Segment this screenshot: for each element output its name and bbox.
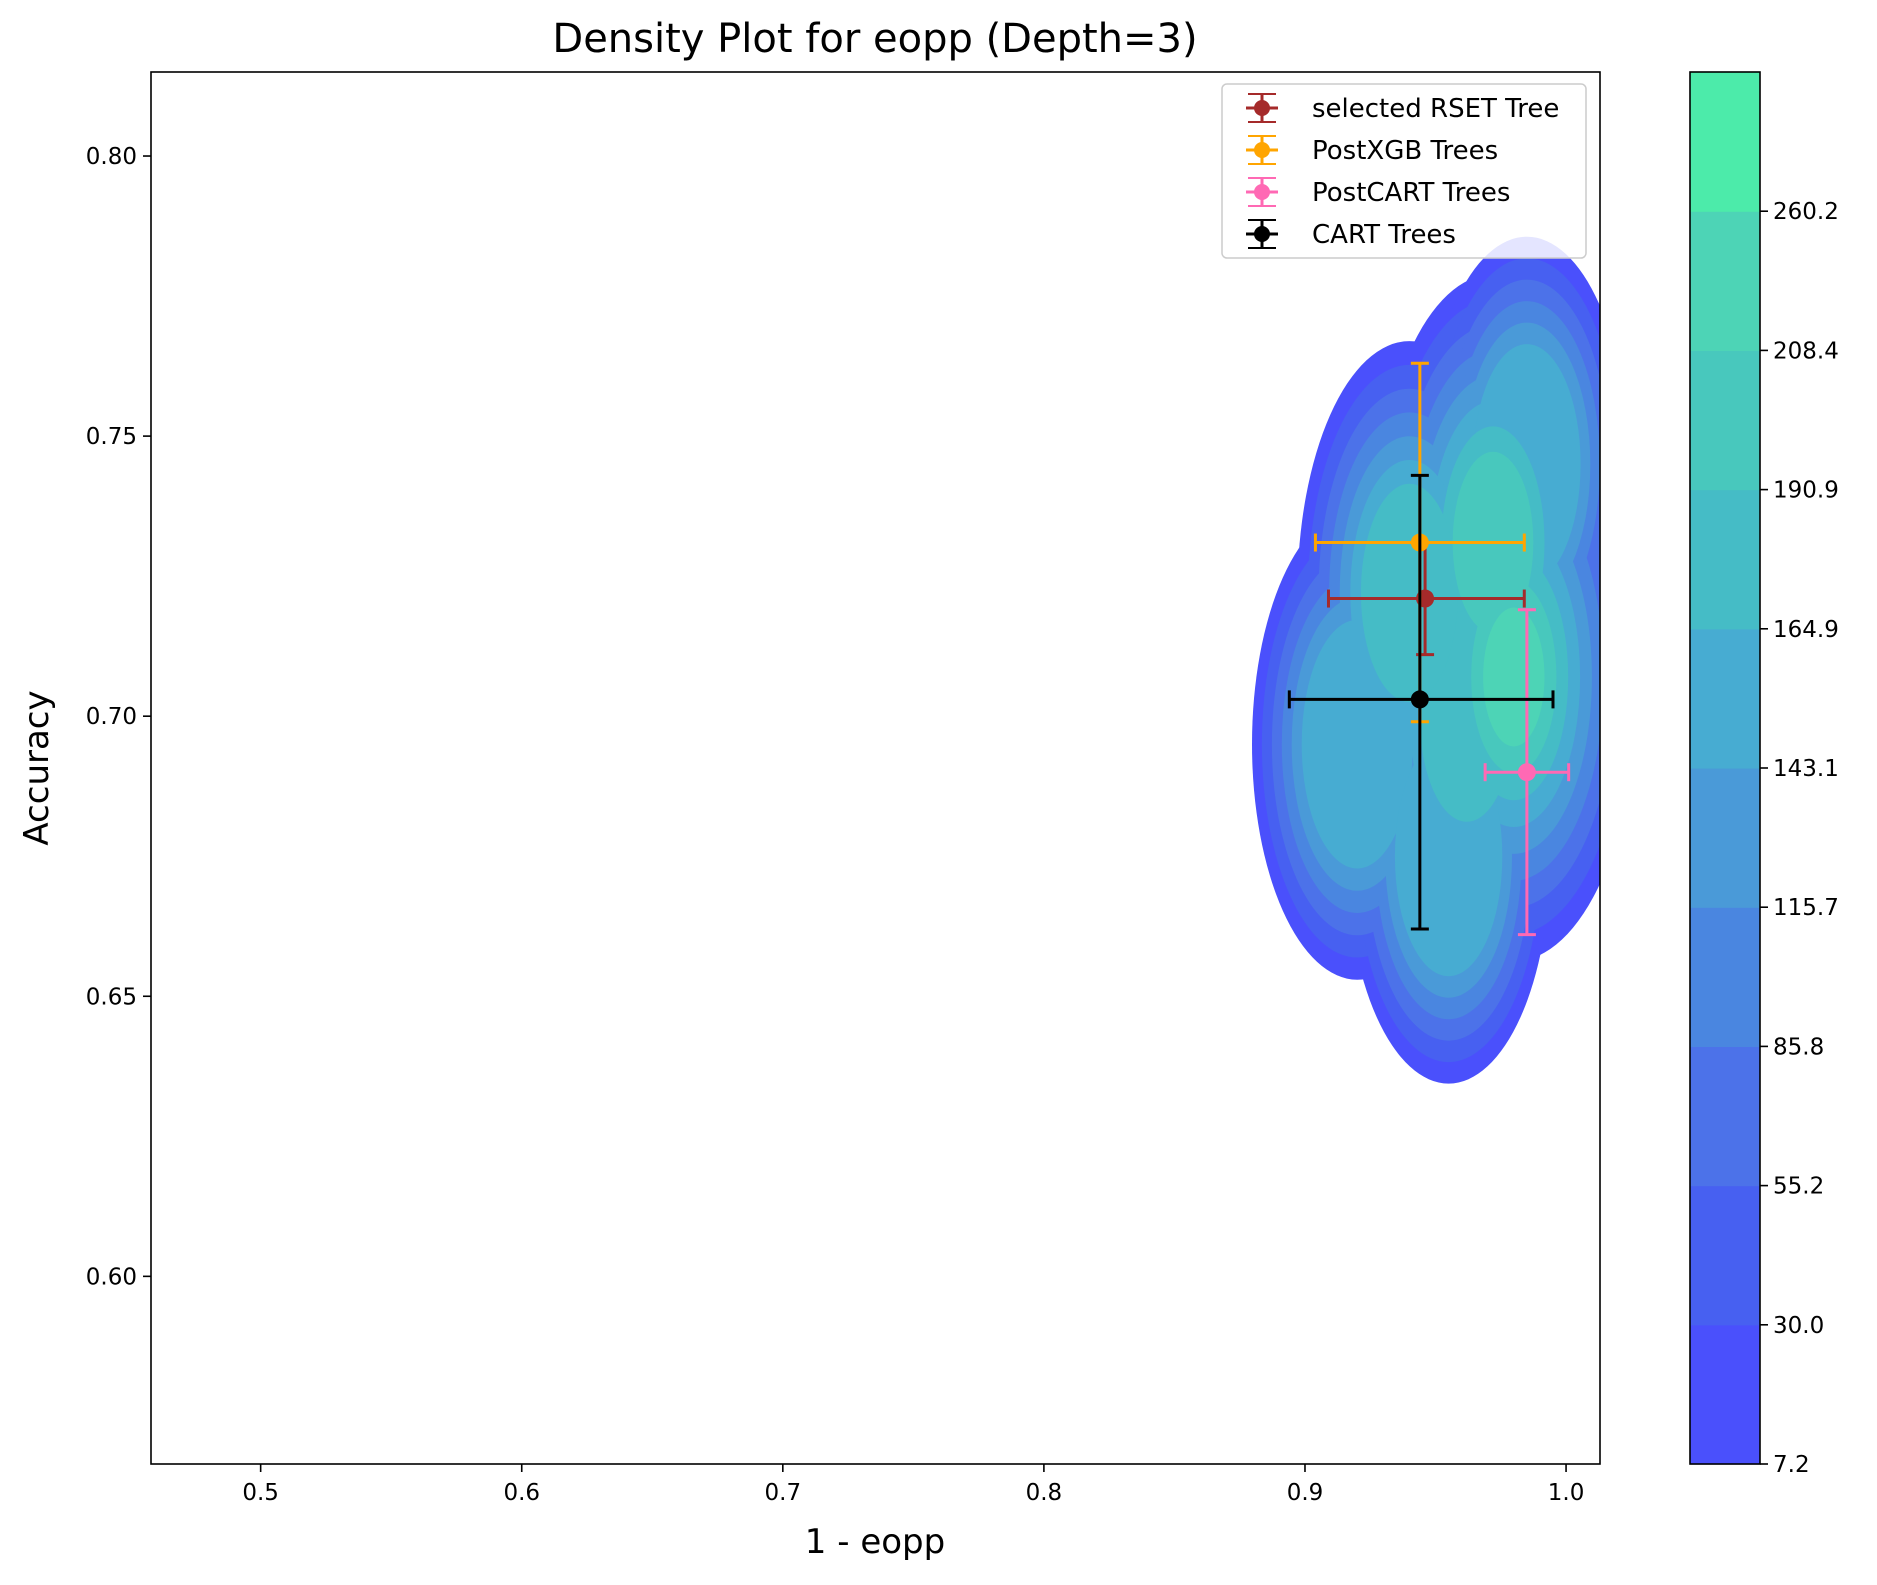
errorbar-series-2 [1483, 608, 1571, 937]
marker-2 [1517, 763, 1536, 782]
y-tick-label-4: 0.80 [86, 144, 137, 170]
errorbar-series-3 [1287, 473, 1555, 931]
legend-label-2: PostCART Trees [1312, 178, 1510, 208]
colorbar-band-9 [1690, 72, 1760, 212]
plot-frame [150, 71, 1601, 1465]
legend-marker-0 [1254, 100, 1270, 116]
y-tick-label-3: 0.75 [86, 424, 137, 450]
legend-label-0: selected RSET Tree [1312, 94, 1559, 124]
colorbar-label-3: 85.8 [1773, 1034, 1824, 1060]
x-tick-label-1: 0.6 [503, 1480, 540, 1506]
x-tick-label-0: 0.5 [242, 1480, 279, 1506]
density-contours [1252, 236, 1600, 1084]
legend-label-1: PostXGB Trees [1312, 136, 1498, 166]
legend-entry-1: PostXGB Trees [1246, 135, 1498, 166]
errorbar-layer [1287, 361, 1571, 937]
legend-entry-3: CART Trees [1246, 219, 1456, 250]
colorbar-band-8 [1690, 211, 1760, 351]
x-tick-label-4: 0.9 [1287, 1480, 1324, 1506]
colorbar-band-1 [1690, 1185, 1760, 1326]
colorbar-label-5: 143.1 [1773, 756, 1839, 782]
colorbar-label-4: 115.7 [1773, 895, 1839, 921]
colorbar-label-7: 190.9 [1773, 478, 1839, 504]
x-tick-label-3: 0.8 [1026, 1480, 1063, 1506]
colorbar-band-7 [1690, 350, 1760, 491]
legend-marker-2 [1254, 184, 1270, 200]
density-level-6-blob-3 [1360, 483, 1458, 702]
colorbar-label-9: 260.2 [1773, 199, 1839, 225]
x-tick-label-5: 1.0 [1548, 1480, 1585, 1506]
colorbar: 7.2 30.0 55.2 85.8 115.7 143.1 164.9 190.9 208.4… [1689, 71, 1839, 1478]
colorbar-label-0: 7.2 [1773, 1452, 1810, 1478]
colorbar-band-5 [1690, 628, 1760, 769]
colorbar-label-1: 30.0 [1773, 1313, 1824, 1339]
y-axis-label: Accuracy [17, 690, 57, 845]
colorbar-band-2 [1690, 1046, 1760, 1187]
legend-marker-3 [1254, 226, 1270, 242]
colorbar-label-8: 208.4 [1773, 338, 1839, 364]
y-tick-label-2: 0.70 [86, 704, 137, 730]
legend-marker-1 [1254, 142, 1270, 158]
legend-entry-2: PostCART Trees [1246, 177, 1510, 208]
x-axis-label: 1 - eopp [805, 1522, 945, 1562]
legend-entry-0: selected RSET Tree [1246, 93, 1559, 124]
y-tick-label-0: 0.60 [86, 1264, 137, 1290]
legend: selected RSET Tree PostXGB Trees PostCART … [1221, 83, 1587, 259]
density-level-8-blob-1 [1483, 607, 1545, 747]
colorbar-band-0 [1690, 1324, 1760, 1465]
colorbar-band-6 [1690, 489, 1760, 630]
marker-3 [1410, 690, 1429, 709]
legend-box [1221, 83, 1587, 259]
colorbar-band-3 [1690, 907, 1760, 1047]
chart-title: Density Plot for eopp (Depth=3) [552, 16, 1197, 62]
colorbar-label-2: 55.2 [1773, 1174, 1824, 1200]
legend-label-3: CART Trees [1312, 220, 1456, 250]
colorbar-label-6: 164.9 [1773, 617, 1839, 643]
y-tick-label-1: 0.65 [86, 984, 137, 1010]
x-axis-ticks: 0.5 0.6 0.7 0.8 0.9 1.0 [242, 1464, 1584, 1506]
colorbar-band-4 [1690, 768, 1760, 908]
y-axis-ticks: 0.60 0.65 0.70 0.75 0.80 [86, 144, 151, 1290]
x-tick-label-2: 0.7 [765, 1480, 802, 1506]
